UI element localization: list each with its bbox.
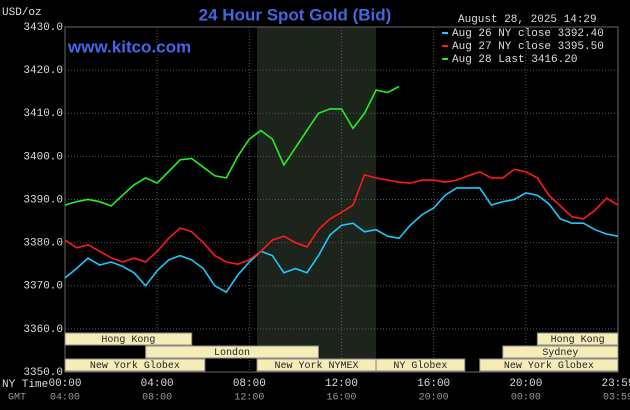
session-bar [502, 345, 619, 359]
x-label: NY Time [2, 379, 48, 391]
y-tick-label: 3400.0 [23, 151, 63, 163]
x2-tick-label: 12:00 [234, 393, 264, 404]
series-line [64, 85, 400, 207]
x2-tick-label: 04:00 [50, 393, 80, 404]
session-bar [375, 358, 466, 372]
series-line [64, 187, 619, 294]
y-tick-label: 3430.0 [23, 22, 63, 34]
x-tick-label: 23:59 [601, 378, 630, 390]
session-label: Hong Kong [101, 335, 155, 346]
x2-label: GMT [8, 393, 26, 404]
watermark: www.kitco.com [67, 37, 191, 56]
session-label: New York NYMEX [275, 360, 359, 372]
plot-border [64, 26, 619, 373]
x2-tick-label: 16:00 [326, 393, 356, 404]
x-tick-label: 12:00 [325, 378, 358, 390]
x-tick-label: 08:00 [233, 378, 266, 390]
session-label: New York Globex [504, 360, 594, 372]
timestamp: August 28, 2025 14:29 [458, 14, 597, 26]
x-tick-label: 16:00 [417, 378, 450, 390]
x-tick-label: 00:00 [48, 378, 81, 390]
session-bar [479, 358, 619, 372]
x2-tick-label: 20:00 [419, 393, 449, 404]
session-bar [536, 332, 619, 346]
y-tick-label: 3380.0 [23, 238, 63, 250]
y-tick-label: 3360.0 [23, 324, 63, 336]
highlight-band [257, 27, 377, 372]
session-label: London [214, 347, 250, 359]
x2-tick-label: 08:00 [142, 393, 172, 404]
session-label: New York Globex [90, 360, 180, 372]
x-tick-label: 20:00 [509, 378, 542, 390]
legend-label: Aug 27 NY close 3395.50 [452, 41, 604, 53]
session-label: Hong Kong [551, 335, 605, 346]
session-bar [145, 345, 319, 359]
session-label: Sydney [542, 347, 578, 359]
legend-label: Aug 26 NY close 3392.40 [452, 28, 604, 40]
session-bar [64, 332, 193, 346]
legend-label: Aug 28 Last 3416.20 [452, 54, 577, 66]
y-tick-label: 3370.0 [23, 281, 63, 293]
y-tick-label: 3410.0 [23, 108, 63, 120]
x-tick-label: 04:00 [141, 378, 174, 390]
y-tick-label: 3350.0 [23, 367, 63, 379]
y-unit: USD/oz [2, 7, 42, 19]
x2-tick-label: 00:00 [511, 393, 541, 404]
y-tick-label: 3420.0 [23, 65, 63, 77]
chart-title: 24 Hour Spot Gold (Bid) [199, 5, 392, 24]
session-bar [64, 358, 206, 372]
x2-tick-label: 03:59 [603, 393, 630, 404]
session-label: NY Globex [393, 360, 447, 372]
y-tick-label: 3390.0 [23, 194, 63, 206]
series-line [64, 168, 619, 266]
